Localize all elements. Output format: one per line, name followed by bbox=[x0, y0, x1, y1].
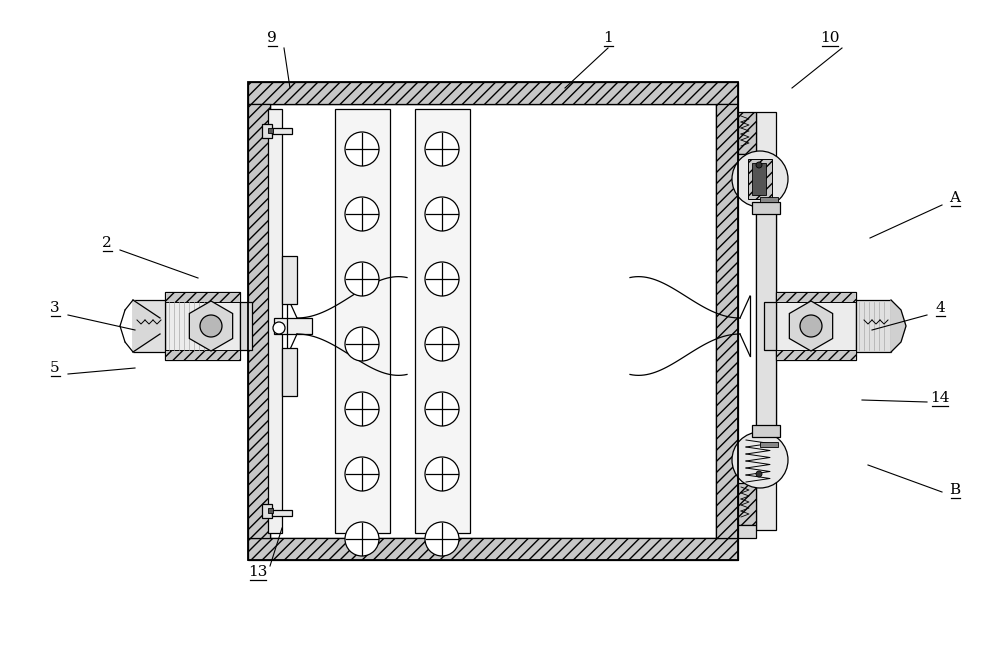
Circle shape bbox=[800, 315, 822, 337]
Bar bbox=[133, 300, 165, 352]
Bar bbox=[248, 82, 738, 104]
Bar bbox=[262, 504, 272, 518]
Bar bbox=[248, 82, 738, 560]
Bar bbox=[716, 104, 738, 538]
Bar bbox=[165, 350, 240, 360]
Bar bbox=[268, 508, 273, 513]
Polygon shape bbox=[133, 300, 160, 352]
Bar bbox=[776, 350, 856, 360]
Bar bbox=[335, 109, 390, 533]
Text: B: B bbox=[949, 483, 961, 497]
Bar bbox=[270, 104, 716, 538]
Bar bbox=[272, 510, 292, 516]
Bar bbox=[738, 112, 756, 154]
Circle shape bbox=[425, 457, 459, 491]
Bar bbox=[856, 300, 891, 352]
Text: 1: 1 bbox=[603, 31, 613, 45]
Circle shape bbox=[425, 522, 459, 556]
Text: 9: 9 bbox=[267, 31, 277, 45]
Circle shape bbox=[345, 327, 379, 361]
Text: 13: 13 bbox=[248, 565, 268, 579]
Bar bbox=[760, 442, 778, 447]
Circle shape bbox=[345, 392, 379, 426]
Bar bbox=[248, 538, 738, 560]
Bar bbox=[748, 159, 772, 199]
Circle shape bbox=[345, 132, 379, 166]
Circle shape bbox=[732, 151, 788, 207]
Circle shape bbox=[345, 262, 379, 296]
Circle shape bbox=[425, 197, 459, 231]
Circle shape bbox=[756, 162, 762, 168]
Circle shape bbox=[756, 471, 762, 477]
Bar bbox=[738, 483, 756, 525]
Circle shape bbox=[273, 322, 285, 334]
Bar bbox=[240, 302, 252, 350]
Bar bbox=[165, 292, 240, 302]
Circle shape bbox=[345, 197, 379, 231]
Bar bbox=[776, 292, 856, 302]
Polygon shape bbox=[891, 300, 906, 352]
Bar bbox=[165, 292, 240, 360]
Bar bbox=[756, 112, 776, 530]
Text: 2: 2 bbox=[102, 236, 112, 250]
Circle shape bbox=[425, 327, 459, 361]
Circle shape bbox=[425, 392, 459, 426]
Bar bbox=[248, 104, 270, 538]
Polygon shape bbox=[789, 301, 833, 351]
Text: 10: 10 bbox=[820, 31, 840, 45]
Bar bbox=[738, 154, 756, 166]
Bar bbox=[262, 124, 272, 138]
Polygon shape bbox=[189, 301, 233, 351]
Bar bbox=[752, 163, 766, 195]
Bar bbox=[764, 302, 776, 350]
Bar bbox=[415, 109, 470, 533]
Bar bbox=[282, 256, 297, 304]
Circle shape bbox=[345, 522, 379, 556]
Circle shape bbox=[345, 457, 379, 491]
Bar bbox=[268, 128, 273, 133]
Text: 5: 5 bbox=[50, 361, 60, 375]
Bar bbox=[776, 292, 856, 360]
Circle shape bbox=[732, 432, 788, 488]
Circle shape bbox=[200, 315, 222, 337]
Bar bbox=[752, 425, 780, 437]
Circle shape bbox=[425, 132, 459, 166]
Text: A: A bbox=[950, 191, 960, 205]
Bar bbox=[274, 318, 312, 334]
Text: 14: 14 bbox=[930, 391, 950, 405]
Bar bbox=[752, 202, 780, 214]
Text: 3: 3 bbox=[50, 301, 60, 315]
Bar bbox=[272, 128, 292, 134]
Circle shape bbox=[425, 262, 459, 296]
Bar bbox=[268, 109, 282, 533]
Bar bbox=[738, 525, 756, 538]
Bar bbox=[756, 207, 776, 432]
Bar bbox=[282, 348, 297, 396]
Text: 4: 4 bbox=[935, 301, 945, 315]
Bar bbox=[760, 197, 778, 202]
